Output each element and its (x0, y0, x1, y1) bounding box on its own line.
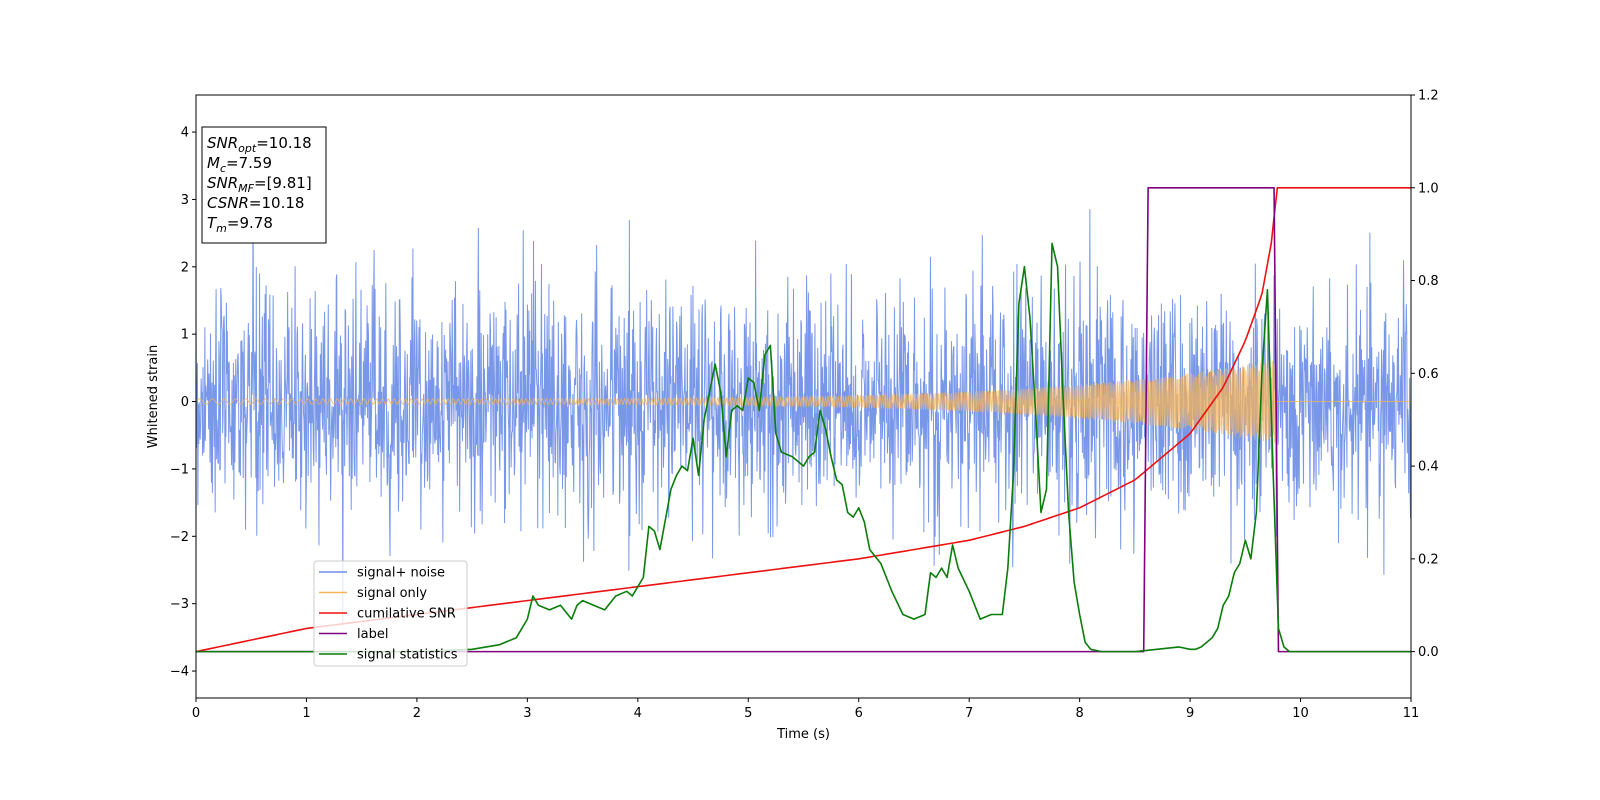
x-tick-label: 3 (523, 706, 531, 721)
x-tick-label: 6 (855, 706, 863, 721)
info-box-line: Mc=7.59 (207, 154, 272, 175)
x-axis-label: Time (s) (776, 727, 830, 742)
info-box-line: CSNR=10.18 (207, 194, 304, 212)
y-tick-right-label: 0.6 (1418, 367, 1439, 382)
legend-label: label (357, 627, 388, 642)
x-tick-label: 8 (1075, 706, 1083, 721)
legend-label: signal statistics (357, 648, 458, 663)
axes: 0 1 2 3 4 5 6 7 8 9 10 11 −4 −3 −2 −1 0 1 2 3 4 0.0 0.2 0.4 0.6 0… (170, 89, 1439, 722)
y-tick-left-label: 0 (181, 395, 189, 410)
x-tick-label: 11 (1403, 706, 1420, 721)
y-tick-left-label: −3 (170, 597, 189, 612)
y-tick-right-label: 0.0 (1418, 645, 1439, 660)
y-tick-left-label: 1 (181, 328, 189, 343)
y-tick-left-label: −1 (170, 462, 189, 477)
x-tick-label: 9 (1186, 706, 1194, 721)
info-box-line: SNRopt=10.18 (207, 134, 312, 155)
x-tick-label: 5 (744, 706, 752, 721)
x-tick-label: 1 (302, 706, 310, 721)
legend-label: cumilative SNR (357, 607, 456, 622)
plot-frame (195, 94, 1412, 699)
x-tick-label: 7 (965, 706, 973, 721)
y-tick-right-label: 1.2 (1418, 89, 1439, 104)
y-tick-left-label: 4 (181, 126, 189, 141)
y-tick-right-label: 0.4 (1418, 460, 1439, 475)
y-axis-label: Whitened strain (146, 345, 161, 448)
y-tick-left-label: 2 (181, 260, 189, 275)
legend: signal+ noise signal only cumilative SNR la… (313, 560, 468, 667)
legend-label: signal+ noise (357, 566, 445, 581)
info-box: SNRopt=10.18Mc=7.59SNRMF=[9.81]CSNR=10.1… (201, 126, 327, 244)
series-line-signal-statistics (196, 242, 1411, 653)
info-box-line: Tm=9.78 (207, 214, 273, 235)
y-tick-right-label: 1.0 (1418, 181, 1439, 196)
y-tick-left-label: −4 (170, 665, 189, 680)
x-tick-label: 2 (413, 706, 421, 721)
x-tick-label: 10 (1292, 706, 1309, 721)
y-tick-left-label: −2 (170, 530, 189, 545)
y-tick-right-label: 0.2 (1418, 552, 1439, 567)
info-box-line: SNRMF=[9.81] (207, 174, 312, 195)
x-tick-label: 4 (634, 706, 642, 721)
x-tick-label: 0 (192, 706, 200, 721)
y-tick-left-label: 3 (181, 193, 189, 208)
y-tick-right-label: 0.8 (1418, 274, 1439, 289)
series-line-signal-only (196, 361, 1411, 444)
legend-label: signal only (357, 586, 427, 601)
